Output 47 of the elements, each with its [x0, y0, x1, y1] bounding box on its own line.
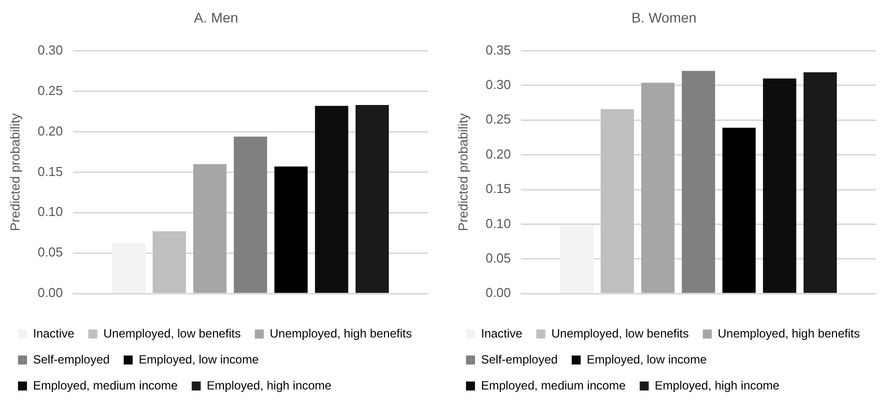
bar — [193, 164, 227, 293]
bar — [804, 72, 837, 293]
legend-label: Employed, medium income — [33, 378, 178, 392]
y-tick-label: 0.20 — [38, 123, 63, 138]
legend-label: Self-employed — [481, 352, 558, 366]
legend-label: Unemployed, low benefits — [103, 326, 241, 340]
y-tick-label: 0.10 — [486, 216, 511, 231]
bar — [722, 128, 756, 293]
legend-label: Employed, high income — [206, 378, 332, 392]
y-tick-label: 0.35 — [486, 42, 511, 58]
bar — [274, 166, 308, 293]
bar — [600, 109, 634, 293]
y-tick-label: 0.25 — [38, 82, 63, 98]
bar — [356, 105, 389, 293]
bar — [234, 136, 268, 293]
chart-title: A. Men — [194, 9, 238, 26]
legend-label: Inactive — [33, 326, 75, 340]
bar — [112, 243, 146, 293]
bar — [682, 70, 716, 293]
bar — [314, 106, 348, 293]
y-tick-label: 0.05 — [486, 250, 511, 266]
y-tick-label: 0.05 — [38, 244, 63, 260]
y-tick-label: 0.15 — [486, 181, 511, 196]
legend-label: Self-employed — [33, 352, 110, 366]
legend-label: Employed, medium income — [481, 378, 626, 392]
y-tick-label: 0.00 — [486, 285, 511, 300]
bar — [762, 78, 796, 293]
y-tick-label: 0.30 — [486, 77, 511, 92]
legend-label: Inactive — [481, 326, 523, 340]
y-tick-label: 0.30 — [38, 42, 63, 58]
legend-label: Unemployed, high benefits — [718, 326, 860, 340]
y-tick-label: 0.00 — [38, 285, 63, 300]
legend-label: Employed, high income — [654, 378, 780, 392]
y-tick-label: 0.20 — [486, 146, 511, 162]
bar — [641, 82, 675, 293]
y-tick-label: 0.15 — [38, 164, 63, 179]
y-axis-title: Predicted probability — [7, 112, 22, 232]
y-axis-title: Predicted probability — [455, 112, 470, 232]
legend-label: Unemployed, high benefits — [270, 326, 412, 340]
chart-title: B. Women — [631, 9, 697, 26]
y-tick-label: 0.10 — [38, 204, 63, 220]
legend-label: Unemployed, low benefits — [551, 326, 689, 340]
legend-label: Employed, low income — [586, 352, 708, 366]
y-tick-label: 0.25 — [486, 112, 511, 127]
bar — [152, 231, 186, 293]
bar — [560, 226, 594, 293]
legend-label: Employed, low income — [138, 352, 260, 366]
